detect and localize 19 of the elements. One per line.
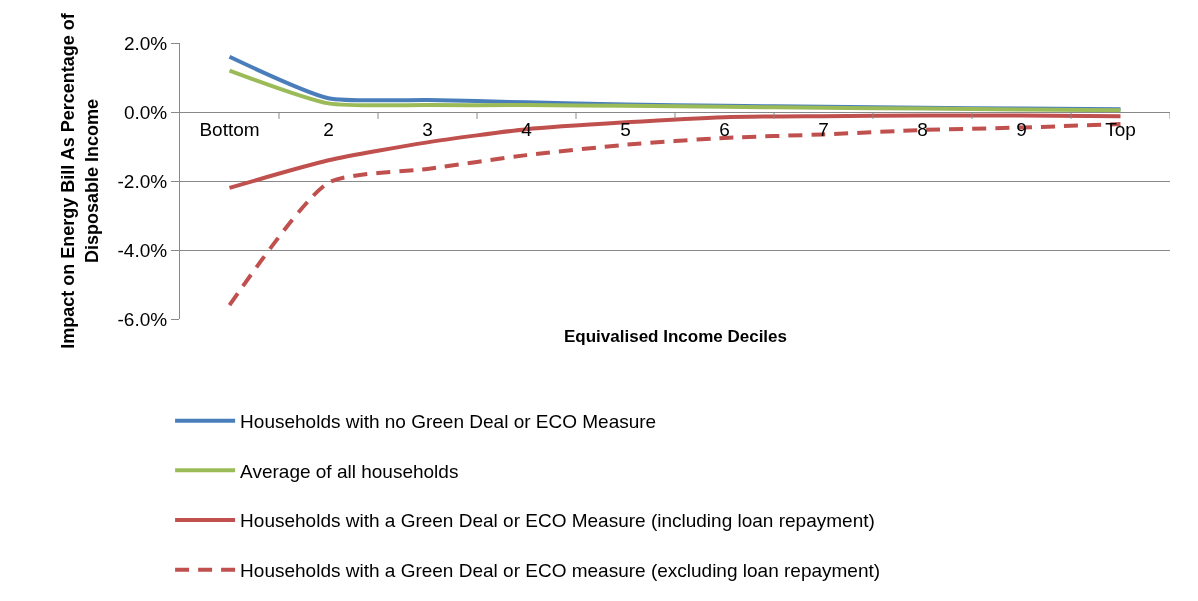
legend-label: Average of all households [240,460,459,482]
line-series [227,68,1123,113]
legend-label: Households with a Green Deal or ECO Measure (including loan repayment) [240,510,875,532]
y-tick-label: 0.0% [123,101,168,123]
x-tick-label: 6 [719,118,730,140]
x-tick-label: 8 [917,118,928,140]
y-tick-label: -2.0% [117,170,168,192]
legend-label: Households with a Green Deal or ECO measure (excluding loan repayment) [240,560,881,582]
x-tick-label: 3 [422,118,433,140]
y-tick-label: -4.0% [117,239,168,261]
x-tick-label: 5 [620,118,631,140]
y-tick-label: 2.0% [123,32,168,54]
x-tick-label: 2 [323,118,334,140]
x-tick-label: Bottom [199,118,260,140]
x-axis-title: Equivalised Income Deciles [564,327,787,346]
y-tick-label: -6.0% [117,308,168,330]
y-axis-title: Impact on Energy Bill As Percentage of Disposable Income [58,12,102,349]
x-tick-label: Top [1105,118,1136,140]
legend-label: Households with no Green Deal or ECO Measure [240,411,657,433]
